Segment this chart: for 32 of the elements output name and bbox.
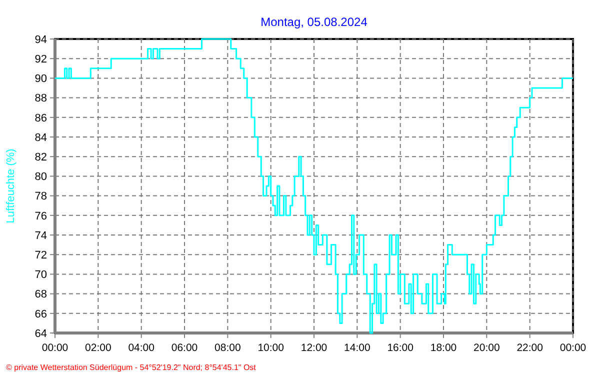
y-tick-label: 66 <box>34 308 47 320</box>
x-tick-label: 14:00 <box>344 342 370 354</box>
y-tick-label: 86 <box>34 112 47 124</box>
x-tick-label: 00:00 <box>42 342 68 354</box>
y-tick-label: 90 <box>34 73 47 86</box>
x-tick-label: 06:00 <box>171 342 198 354</box>
y-tick-label: 82 <box>34 151 47 164</box>
x-tick-label: 04:00 <box>128 342 155 354</box>
x-tick-label: 12:00 <box>300 342 328 354</box>
chart-title: Montag, 05.08.2024 <box>260 15 368 29</box>
x-tick-label: 20:00 <box>474 342 500 354</box>
x-tick-label: 00:00 <box>560 342 586 354</box>
x-tick-label: 22:00 <box>516 342 544 354</box>
y-tick-label: 88 <box>34 92 47 105</box>
y-tick-label: 78 <box>34 190 47 203</box>
y-axis-title: Luftfeuchte (%) <box>5 148 17 224</box>
y-tick-label: 70 <box>34 269 47 282</box>
y-tick-label: 72 <box>34 249 47 262</box>
y-tick-label: 94 <box>34 34 47 46</box>
y-tick-label: 92 <box>34 53 47 66</box>
x-tick-label: 08:00 <box>214 342 241 354</box>
x-tick-label: 18:00 <box>430 342 457 354</box>
y-tick-label: 74 <box>34 230 47 242</box>
y-tick-label: 76 <box>34 210 47 222</box>
y-tick-label: 84 <box>34 132 47 144</box>
x-tick-label: 10:00 <box>258 342 284 354</box>
y-tick-label: 68 <box>34 288 47 301</box>
x-tick-label: 16:00 <box>387 342 414 354</box>
text: © private Wetterstation Süderlügum - 54°52'19.2" Nord; 8°54'45.1" Ost <box>6 363 257 372</box>
y-tick-label: 64 <box>34 328 47 340</box>
x-tick-label: 02:00 <box>85 342 112 354</box>
y-tick-label: 80 <box>34 171 47 184</box>
